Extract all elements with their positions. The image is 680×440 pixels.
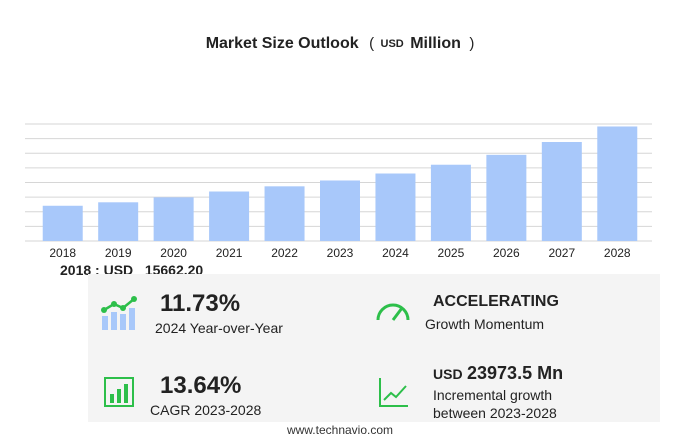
bar: [486, 154, 527, 241]
bar: [264, 186, 305, 241]
bar: [153, 197, 194, 241]
bar: [42, 205, 83, 241]
x-tick-label: 2022: [271, 246, 298, 260]
kpi-value: 13.64%: [160, 372, 242, 399]
bar: [98, 202, 139, 241]
title: Market Size Outlook: [206, 35, 359, 52]
footer: www.technavio.com: [286, 423, 394, 437]
kpi-panel: [88, 274, 660, 422]
x-tick-label: 2026: [493, 246, 520, 260]
x-tick-label: 2027: [548, 246, 575, 260]
title-scale: Million: [410, 35, 461, 52]
kpi-value: ACCELERATING: [433, 293, 559, 310]
kpi-value-row: USD 23973.5 Mn: [433, 363, 563, 384]
x-tick-label: 2020: [160, 246, 187, 260]
kpi-label: 2024 Year-over-Year: [155, 320, 283, 336]
bar: [320, 180, 360, 241]
x-tick-label: 2019: [105, 246, 132, 260]
kpi-label: Growth Momentum: [425, 316, 545, 332]
bar: [430, 164, 471, 241]
x-tick-label: 2018: [49, 246, 76, 260]
kpi-value: 23973.5 Mn: [467, 363, 564, 383]
kpi-label: CAGR 2023-2028: [150, 402, 262, 418]
icon-gauge: [376, 303, 410, 321]
chart-title: Market Size Outlook ( USD Million ): [206, 35, 475, 52]
x-tick-label: 2024: [382, 246, 409, 260]
icon-chart: [104, 377, 134, 407]
title-paren: (: [369, 35, 374, 52]
x-tick-label: 2028: [604, 246, 631, 260]
chart: Market Size Outlook ( USD Million ) 2018…: [25, 35, 652, 260]
bar: [209, 191, 250, 241]
title-paren: ): [469, 35, 474, 52]
icon-growth: [101, 296, 137, 330]
kpi-label: Incremental growth: [433, 387, 553, 403]
x-tick-label: 2021: [216, 246, 243, 260]
title-unit: USD: [381, 38, 404, 50]
bar: [375, 173, 416, 241]
bar: [597, 126, 638, 241]
bar: [541, 142, 582, 241]
icon-trend: [379, 378, 408, 407]
kpi-unit: USD: [433, 366, 463, 382]
x-tick-label: 2025: [438, 246, 465, 260]
kpi-value: 11.73%: [160, 290, 241, 317]
x-tick-label: 2023: [327, 246, 354, 260]
kpi-label: between 2023-2028: [433, 405, 557, 421]
